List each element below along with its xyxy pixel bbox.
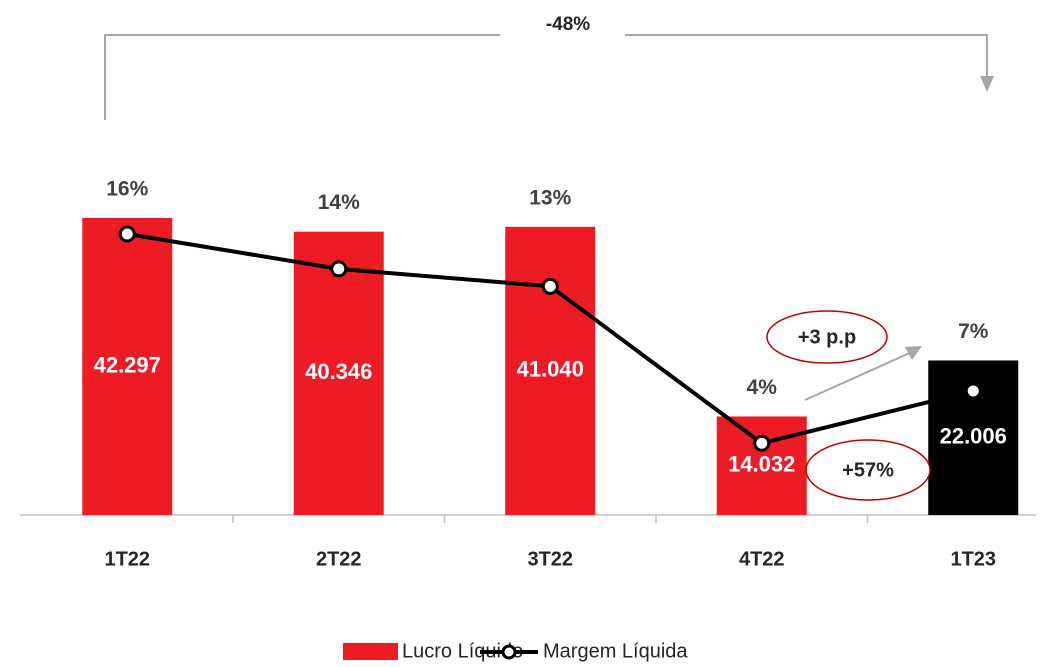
arrow — [804, 351, 913, 401]
line-value-label: 7% — [958, 320, 989, 343]
x-tick-label: 4T22 — [739, 548, 785, 570]
bar — [505, 226, 596, 516]
annotation-ellipse — [766, 310, 888, 364]
bar-value-label: 14.032 — [728, 452, 795, 477]
bracket-left — [104, 34, 500, 120]
bar-value-label: 40.346 — [305, 359, 372, 384]
line-value-label: 16% — [106, 178, 148, 201]
line-value-label: 4% — [747, 376, 778, 399]
line-marker — [118, 225, 136, 243]
annotation-ellipse — [805, 439, 931, 501]
line-marker — [541, 277, 559, 295]
annotation: +57% — [842, 459, 894, 481]
bar-value-label: 22.006 — [940, 424, 1007, 449]
bar-value-label: 42.297 — [94, 352, 161, 377]
bar — [716, 416, 807, 515]
bar-value-label: 41.040 — [517, 357, 584, 382]
line-value-label: 14% — [318, 191, 360, 214]
legend-swatch — [343, 643, 398, 660]
legend-label: Margem Líquida — [543, 640, 688, 662]
annotation: +3 p.p — [798, 326, 856, 348]
bar — [82, 218, 173, 515]
x-tick-label: 2T22 — [316, 548, 362, 570]
x-tick-label: 1T23 — [950, 548, 996, 570]
bracket-arrow — [980, 76, 994, 92]
line-value-label: 13% — [529, 186, 571, 209]
legend-label: Lucro Líquido — [402, 640, 523, 662]
annotation: -48% — [546, 14, 590, 35]
line-marker — [964, 382, 982, 400]
bar — [293, 231, 384, 516]
bracket-right — [625, 34, 988, 78]
x-tick-label: 3T22 — [527, 548, 573, 570]
arrow-head — [905, 346, 922, 360]
line-marker — [330, 260, 348, 278]
x-tick-label: 1T22 — [104, 548, 150, 570]
line-marker — [753, 434, 771, 452]
legend-marker — [501, 644, 517, 660]
